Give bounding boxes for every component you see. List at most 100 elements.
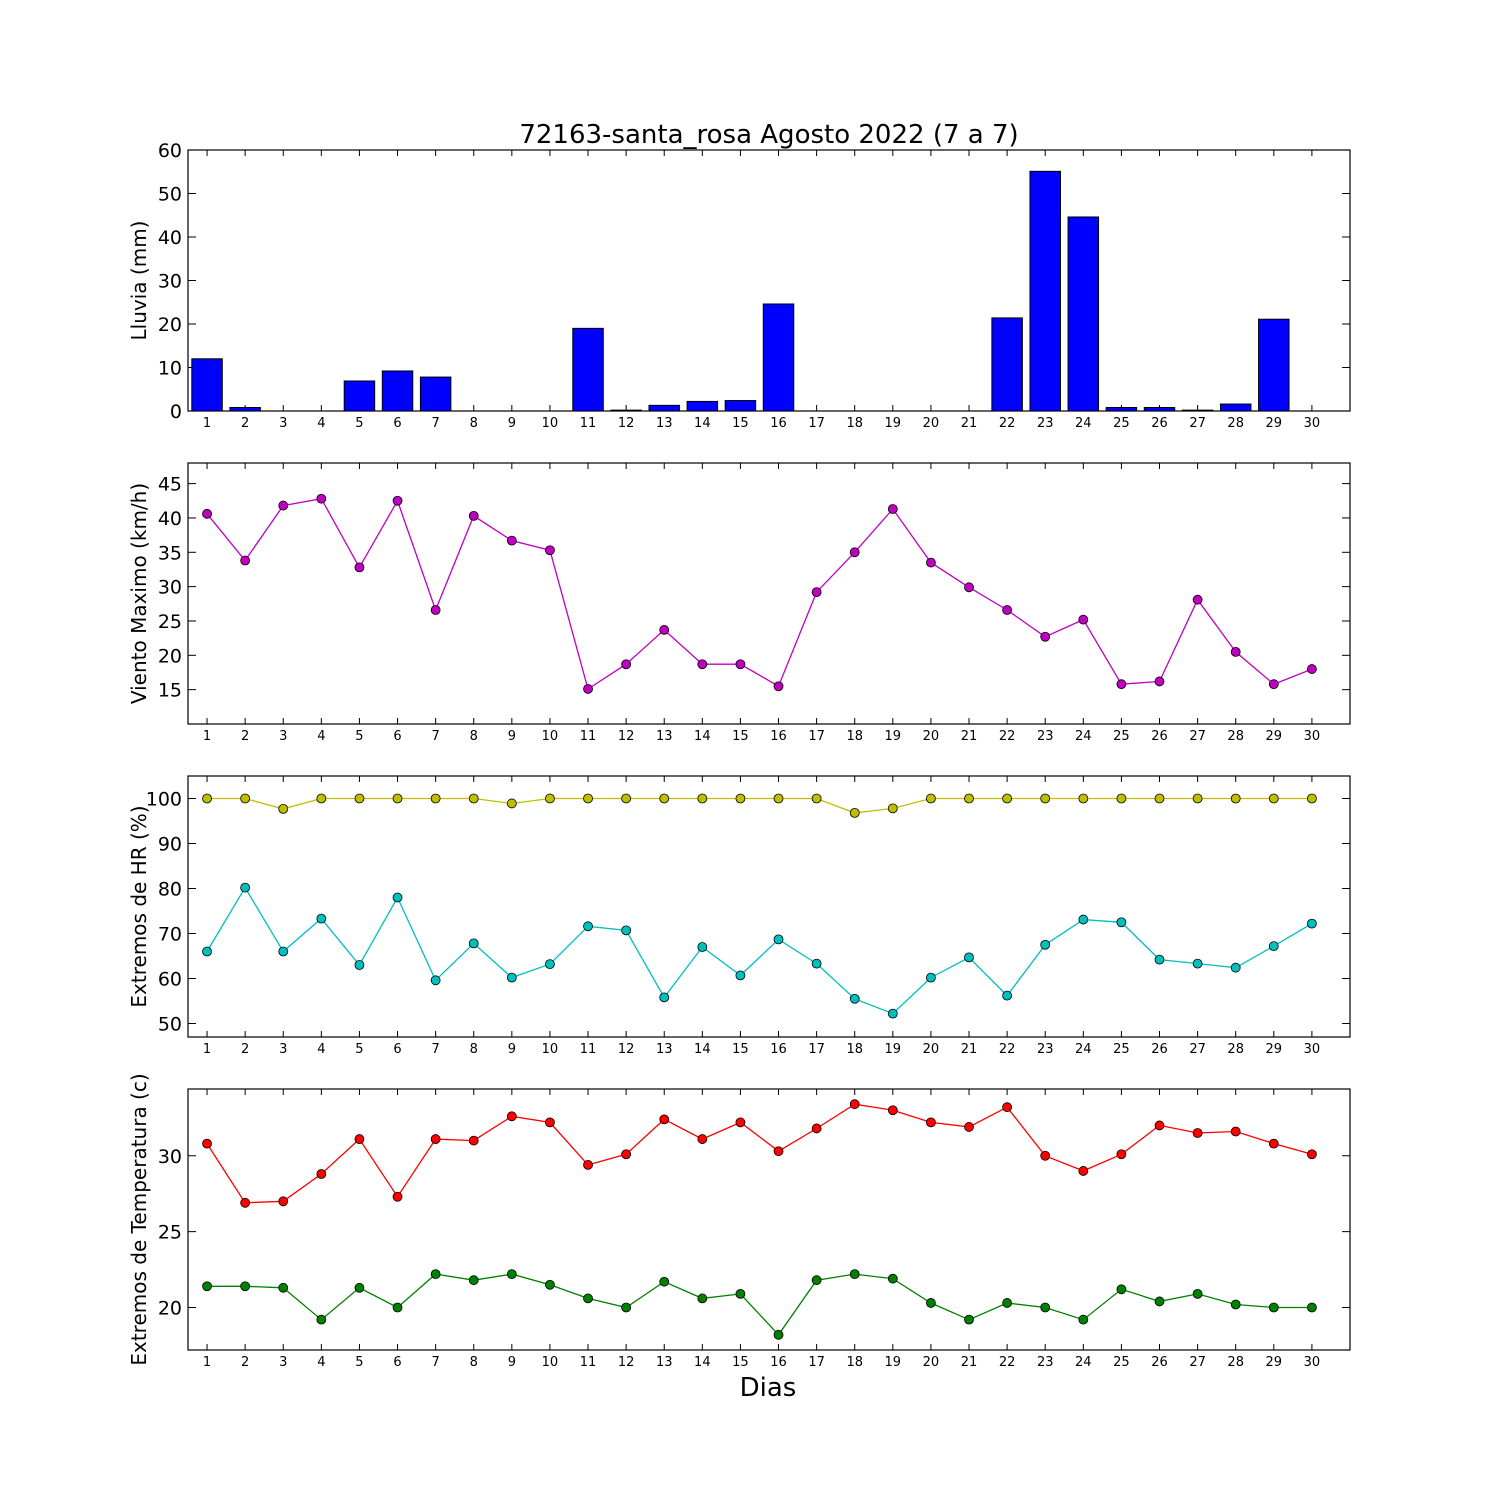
x-tick-label: 17 <box>808 1042 825 1057</box>
y-tick-label: 50 <box>158 1014 182 1036</box>
point-series0-day-5 <box>354 793 365 804</box>
x-tick-label: 29 <box>1266 1042 1283 1057</box>
x-tick-label: 11 <box>580 1042 597 1057</box>
point-series0-day-13 <box>659 793 670 804</box>
point-series0-day-19 <box>887 803 898 814</box>
x-axis-label: Dias <box>740 1373 797 1403</box>
point-series0-day-30 <box>1307 1149 1317 1160</box>
x-tick-label: 26 <box>1151 729 1168 744</box>
point-series1-day-18 <box>849 1269 860 1280</box>
point-series0-day-15 <box>735 793 746 804</box>
point-series1-day-27 <box>1192 958 1203 969</box>
y-tick-label: 25 <box>158 611 182 633</box>
x-tick-label: 2 <box>241 416 249 431</box>
x-tick-label: 12 <box>618 416 635 431</box>
point-series1-day-11 <box>583 1293 593 1304</box>
x-tick-label: 19 <box>885 1042 902 1057</box>
x-tick-label: 18 <box>846 1042 863 1057</box>
x-tick-label: 29 <box>1266 729 1283 744</box>
bar-day-16 <box>762 303 795 412</box>
point-series0-day-18 <box>849 547 860 558</box>
point-series1-day-26 <box>1154 954 1165 965</box>
x-tick-label: 10 <box>542 729 559 744</box>
point-series0-day-7 <box>430 605 441 615</box>
point-series1-day-29 <box>1268 941 1279 951</box>
point-series1-day-10 <box>545 1279 555 1290</box>
point-series0-day-17 <box>811 793 822 804</box>
x-tick-label: 7 <box>431 729 439 744</box>
point-series0-day-23 <box>1040 1150 1051 1161</box>
series-line-1 <box>206 886 1313 1015</box>
point-series0-day-28 <box>1230 793 1241 804</box>
x-tick-label: 14 <box>694 1042 711 1057</box>
point-series0-day-22 <box>1002 1102 1013 1113</box>
x-tick-label: 16 <box>770 1042 787 1057</box>
plot-frame <box>187 462 1351 725</box>
point-series1-day-25 <box>1116 1284 1127 1295</box>
point-series0-day-9 <box>506 798 517 809</box>
x-tick-label: 5 <box>355 729 363 744</box>
y-tick-label: 60 <box>158 140 182 162</box>
point-series1-day-17 <box>811 958 822 969</box>
point-series0-day-19 <box>887 1105 898 1116</box>
y-tick-label: 30 <box>158 577 182 599</box>
x-tick-label: 28 <box>1227 729 1244 744</box>
point-series1-day-24 <box>1078 1314 1089 1325</box>
bar-day-1 <box>191 358 223 412</box>
x-tick-label: 10 <box>542 1355 559 1370</box>
point-series1-day-27 <box>1192 1288 1203 1299</box>
point-series0-day-26 <box>1154 1120 1165 1131</box>
point-series0-day-30 <box>1307 664 1317 674</box>
x-tick-label: 21 <box>961 1355 978 1370</box>
x-tick-label: 7 <box>431 416 439 431</box>
x-tick-label: 2 <box>241 1355 249 1370</box>
point-series0-day-8 <box>468 510 479 521</box>
x-tick-label: 2 <box>241 1042 249 1057</box>
x-tick-label: 17 <box>808 729 825 744</box>
point-series0-day-12 <box>621 1149 632 1160</box>
point-series0-day-29 <box>1268 1138 1279 1149</box>
point-series0-day-2 <box>240 1197 251 1208</box>
series-line-0 <box>207 797 1312 814</box>
bar-day-24 <box>1067 216 1100 412</box>
y-tick-label: 25 <box>158 1222 182 1244</box>
bar-day-13 <box>648 404 680 412</box>
bar-day-25 <box>1105 407 1138 412</box>
x-tick-label: 12 <box>618 729 635 744</box>
x-tick-label: 23 <box>1037 416 1054 431</box>
point-series1-day-8 <box>468 938 479 949</box>
point-series1-day-21 <box>964 1314 974 1325</box>
bar-day-15 <box>724 400 757 412</box>
x-tick-label: 3 <box>279 416 287 431</box>
x-tick-label: 27 <box>1189 1042 1206 1057</box>
x-tick-label: 13 <box>656 729 673 744</box>
point-series0-day-2 <box>240 793 251 804</box>
point-series0-day-27 <box>1192 793 1203 804</box>
point-series0-day-21 <box>964 793 974 804</box>
x-tick-label: 30 <box>1304 1355 1321 1370</box>
point-series1-day-16 <box>773 934 784 945</box>
point-series0-day-25 <box>1116 1149 1127 1160</box>
x-tick-label: 22 <box>999 416 1016 431</box>
point-series0-day-24 <box>1078 614 1089 625</box>
x-tick-label: 12 <box>618 1355 635 1370</box>
point-series1-day-24 <box>1078 914 1089 925</box>
point-series0-day-11 <box>583 684 593 694</box>
point-series0-day-1 <box>202 1138 212 1149</box>
x-tick-label: 22 <box>999 729 1016 744</box>
point-series1-day-30 <box>1307 918 1317 929</box>
x-tick-label: 25 <box>1113 416 1130 431</box>
point-series0-day-7 <box>430 1134 441 1144</box>
x-tick-label: 9 <box>508 729 516 744</box>
x-tick-label: 15 <box>732 729 749 744</box>
point-series1-day-7 <box>430 975 441 986</box>
point-series0-day-14 <box>697 1134 708 1144</box>
x-tick-label: 14 <box>694 416 711 431</box>
plot-frame <box>187 775 1351 1038</box>
x-tick-label: 3 <box>279 1042 287 1057</box>
x-tick-label: 15 <box>732 1355 749 1370</box>
point-series0-day-9 <box>506 1111 517 1122</box>
point-series0-day-16 <box>773 1146 784 1157</box>
